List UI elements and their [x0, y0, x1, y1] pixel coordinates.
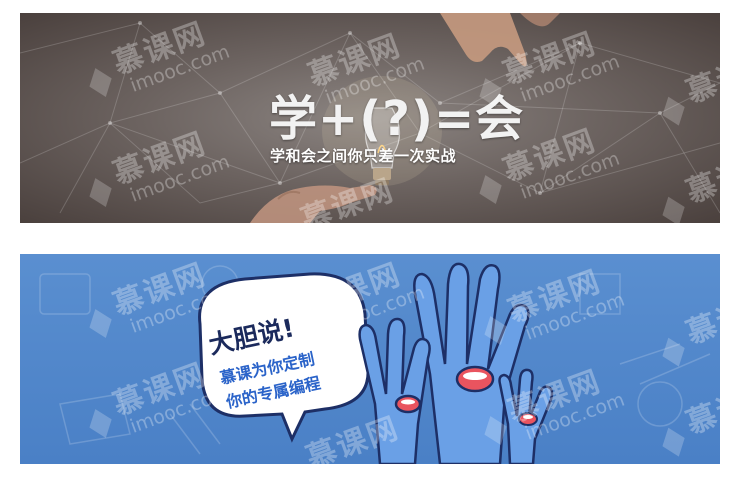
- course-banner-custom[interactable]: 大胆说! 慕课为你定制 你的专属编程 ♦ 慕课网 imooc.com ♦: [20, 254, 720, 464]
- lightbulb-icon: [322, 76, 442, 186]
- network-background: [20, 21, 720, 214]
- hand-icon: [358, 262, 554, 464]
- doodle-background: [39, 265, 711, 455]
- mouth-group: [394, 365, 538, 426]
- course-banner-practice[interactable]: 学+(?)=会 学和会之间你只差一次实战 ♦ 慕课网 imooc.com ♦ 慕…: [20, 13, 720, 223]
- banner-subline: 学和会之间你只差一次实战: [270, 147, 457, 165]
- banner-headline: 学+(?)=会: [269, 91, 525, 147]
- hand-icon: [250, 13, 560, 223]
